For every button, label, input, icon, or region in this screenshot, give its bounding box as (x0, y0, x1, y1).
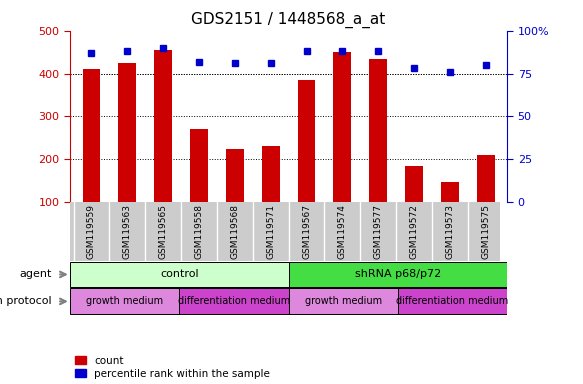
Bar (70, 262, 289, 287)
Text: GSM119563: GSM119563 (123, 204, 132, 259)
Text: GSM119568: GSM119568 (230, 204, 240, 259)
Text: GSM119575: GSM119575 (481, 204, 490, 259)
Text: GSM119577: GSM119577 (374, 204, 382, 259)
Bar (333, 52, 352, 202)
Text: agent: agent (19, 270, 52, 280)
Text: differentiation medium: differentiation medium (396, 296, 509, 306)
Bar (289, 288, 398, 314)
Text: growth medium: growth medium (86, 296, 163, 306)
Title: GDS2151 / 1448568_a_at: GDS2151 / 1448568_a_at (191, 12, 386, 28)
Legend: count, percentile rank within the sample: count, percentile rank within the sample (75, 356, 270, 379)
Bar (289, 262, 507, 287)
Text: growth medium: growth medium (305, 296, 382, 306)
Text: GSM119559: GSM119559 (87, 204, 96, 259)
Bar (70, 288, 179, 314)
Bar (369, 59, 387, 202)
Text: growth protocol: growth protocol (0, 296, 52, 306)
Bar (398, 288, 507, 314)
Text: GSM119572: GSM119572 (409, 204, 419, 259)
Bar (226, 149, 244, 202)
Bar (190, 129, 208, 202)
Bar (118, 63, 136, 202)
Bar (262, 146, 280, 202)
Text: shRNA p68/p72: shRNA p68/p72 (355, 270, 441, 280)
Text: GSM119567: GSM119567 (302, 204, 311, 259)
Bar (297, 80, 315, 202)
Bar (179, 288, 289, 314)
Bar (405, 166, 423, 202)
Text: GSM119574: GSM119574 (338, 204, 347, 259)
Bar (477, 155, 494, 202)
Bar (441, 182, 459, 202)
Text: control: control (160, 270, 199, 280)
Bar (83, 69, 100, 202)
Text: differentiation medium: differentiation medium (178, 296, 290, 306)
Text: GSM119571: GSM119571 (266, 204, 275, 259)
Text: GSM119558: GSM119558 (195, 204, 203, 259)
Bar (154, 50, 172, 202)
Text: GSM119573: GSM119573 (445, 204, 454, 259)
Text: GSM119565: GSM119565 (159, 204, 168, 259)
